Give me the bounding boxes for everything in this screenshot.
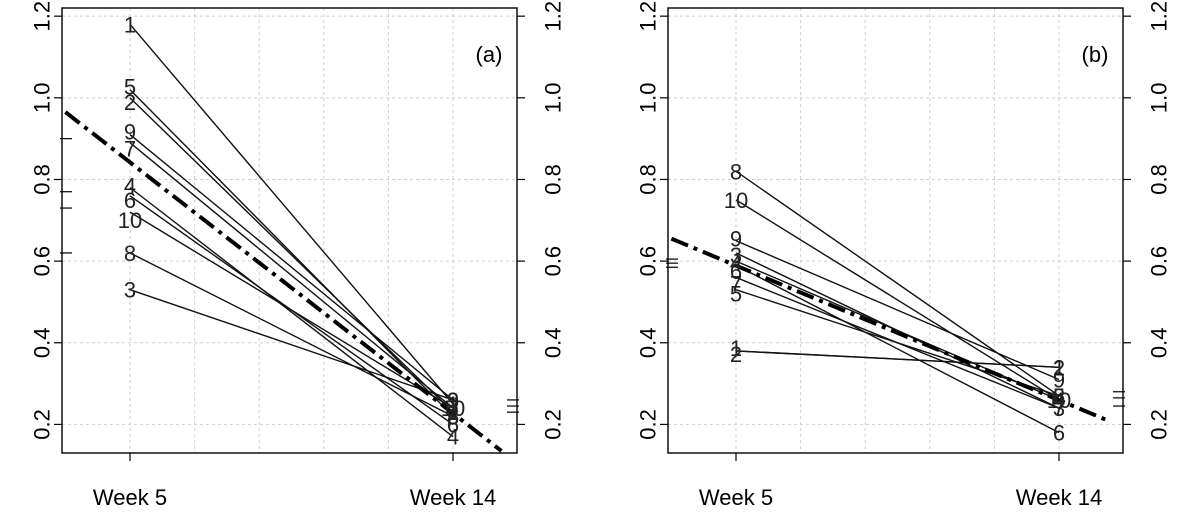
series-label-week14-1: 1	[1053, 355, 1065, 380]
series-line-9	[129, 134, 454, 401]
x-tick-label: Week 5	[699, 485, 773, 510]
series-label-week14-8: 8	[1053, 384, 1065, 409]
y-tick-label-left: 1.2	[30, 1, 55, 32]
series-label-week14-4: 4	[447, 425, 459, 450]
series-label-week5-6: 6	[730, 259, 742, 284]
series-label-week5-1: 1	[730, 336, 742, 361]
y-tick-label-right: 0.8	[541, 164, 566, 195]
series-line-6	[735, 264, 1060, 434]
series-line-2	[735, 350, 1060, 368]
series-label-week5-10: 10	[724, 188, 748, 213]
series-label-week5-5: 5	[730, 282, 742, 307]
series-label-week5-8: 8	[124, 241, 136, 266]
series-label-week14-7: 7	[1053, 396, 1065, 421]
series-label-week14-10: 10	[441, 396, 465, 421]
y-tick-label-left: 0.8	[30, 164, 55, 195]
series-label-week5-7: 7	[730, 271, 742, 296]
panel-label: (b)	[1082, 42, 1109, 67]
y-tick-label-right: 0.4	[1147, 327, 1172, 358]
series-label-week14-4: 4	[1053, 388, 1065, 413]
grid	[62, 8, 517, 453]
series-line-8	[129, 252, 454, 417]
series-label-week5-8: 8	[730, 159, 742, 184]
series-label-week14-9: 9	[1053, 368, 1065, 393]
series-lines	[64, 23, 503, 453]
series-label-week14-1: 1	[447, 392, 459, 417]
y-tick-label-left: 0.6	[30, 246, 55, 277]
series-line-4	[129, 187, 454, 438]
series-line-8	[735, 170, 1060, 397]
panel-label: (a)	[476, 42, 503, 67]
series-label-week5-7: 7	[124, 137, 136, 162]
series-line-5	[129, 89, 454, 417]
series-lines	[670, 170, 1109, 434]
y-tick-label-right: 0.4	[541, 327, 566, 358]
y-tick-label-right: 1.2	[1147, 1, 1172, 32]
trend-line	[64, 110, 503, 453]
series-label-week14-2: 2	[1053, 355, 1065, 380]
y-tick-label-left: 1.0	[30, 83, 55, 114]
series-label-week14-8: 8	[447, 404, 459, 429]
trend-line	[670, 236, 1109, 423]
y-tick-label-left: 0.4	[636, 327, 661, 358]
y-tick-label-right: 1.0	[541, 83, 566, 114]
y-tick-label-left: 0.6	[636, 246, 661, 277]
series-label-week14-2: 2	[447, 400, 459, 425]
series-line-2	[129, 97, 454, 413]
series-label-week14-3: 3	[447, 388, 459, 413]
series-label-week5-4: 4	[124, 174, 136, 199]
series-label-week5-5: 5	[124, 75, 136, 100]
y-tick-label-right: 1.0	[1147, 83, 1172, 114]
series-label-week5-9: 9	[730, 227, 742, 252]
series-label-week14-5: 5	[447, 404, 459, 429]
series-label-week5-4: 4	[730, 251, 742, 276]
series-label-week14-10: 10	[1047, 388, 1071, 413]
plot-frame	[667, 7, 1124, 454]
series-label-week14-6: 6	[1053, 421, 1065, 446]
series-label-week5-10: 10	[118, 208, 142, 233]
y-tick-label-left: 0.2	[636, 409, 661, 440]
y-tick-label-left: 1.0	[636, 83, 661, 114]
series-line-7	[129, 142, 454, 409]
series-line-1	[129, 23, 454, 405]
y-tick-label-right: 0.6	[541, 246, 566, 277]
series-label-week5-3: 3	[730, 243, 742, 268]
plot-frame	[61, 7, 518, 454]
series-line-4	[735, 260, 1060, 401]
series-line-3	[129, 289, 454, 401]
series-label-week14-6: 6	[447, 412, 459, 437]
series-label-week14-5: 5	[1053, 384, 1065, 409]
series-line-10	[735, 199, 1060, 401]
y-tick-label-right: 1.2	[541, 1, 566, 32]
y-tick-label-left: 0.8	[636, 164, 661, 195]
series-label-week5-3: 3	[124, 278, 136, 303]
y-tick-label-left: 0.2	[30, 409, 55, 440]
x-tick-label: Week 14	[1016, 485, 1102, 510]
y-tick-label-left: 0.4	[30, 327, 55, 358]
y-tick-label-right: 0.2	[1147, 409, 1172, 440]
grid	[668, 8, 1123, 453]
series-label-week14-9: 9	[447, 388, 459, 413]
series-line-7	[735, 276, 1060, 409]
series-line-9	[735, 240, 1060, 381]
series-label-week14-7: 7	[447, 396, 459, 421]
x-tick-label: Week 5	[93, 485, 167, 510]
y-tick-label-left: 1.2	[636, 1, 661, 32]
x-tick-label: Week 14	[410, 485, 496, 510]
series-label-week5-2: 2	[730, 342, 742, 367]
series-label-week5-6: 6	[124, 188, 136, 213]
series-line-10	[129, 211, 454, 409]
series-label-week5-2: 2	[124, 90, 136, 115]
series-label-week5-1: 1	[124, 12, 136, 37]
y-tick-label-right: 0.2	[541, 409, 566, 440]
y-tick-label-right: 0.6	[1147, 246, 1172, 277]
y-tick-label-right: 0.8	[1147, 164, 1172, 195]
series-label-week14-3: 3	[1053, 396, 1065, 421]
series-label-week5-9: 9	[124, 120, 136, 145]
